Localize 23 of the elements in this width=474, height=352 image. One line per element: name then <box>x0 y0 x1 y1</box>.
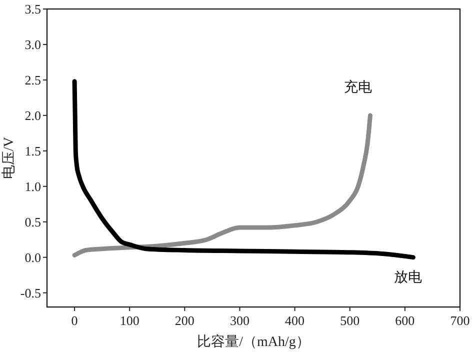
x-tick-label: 700 <box>450 313 470 328</box>
y-tick-label: 1.0 <box>24 178 41 194</box>
x-tick-label: 300 <box>230 313 250 328</box>
line-series <box>72 79 416 260</box>
y-tick-label: 0.5 <box>24 214 41 230</box>
y-tick-label: 2.0 <box>24 108 41 123</box>
series-label: 放电 <box>394 269 422 286</box>
series-label: 充电 <box>344 79 372 96</box>
y-tick-label: 3.5 <box>24 2 41 16</box>
x-tick-label: 600 <box>395 313 415 328</box>
line-series <box>72 113 372 258</box>
y-tick-label: 0.0 <box>24 250 41 265</box>
y-tick-label: 1.5 <box>24 143 41 158</box>
x-tick-label: 400 <box>285 313 305 328</box>
x-tick-label: 500 <box>340 313 360 328</box>
x-tick-label: 0 <box>71 313 78 328</box>
y-tick-label: 2.5 <box>24 72 41 88</box>
x-axis-title: 比容量/（mAh/g） <box>197 334 310 350</box>
y-axis-title: 电压/V <box>1 137 17 179</box>
x-tick-label: 200 <box>174 313 194 328</box>
x-tick-label: 100 <box>120 313 140 328</box>
y-tick-label: -0.5 <box>20 285 41 300</box>
y-tick-label: 3.0 <box>24 36 41 52</box>
